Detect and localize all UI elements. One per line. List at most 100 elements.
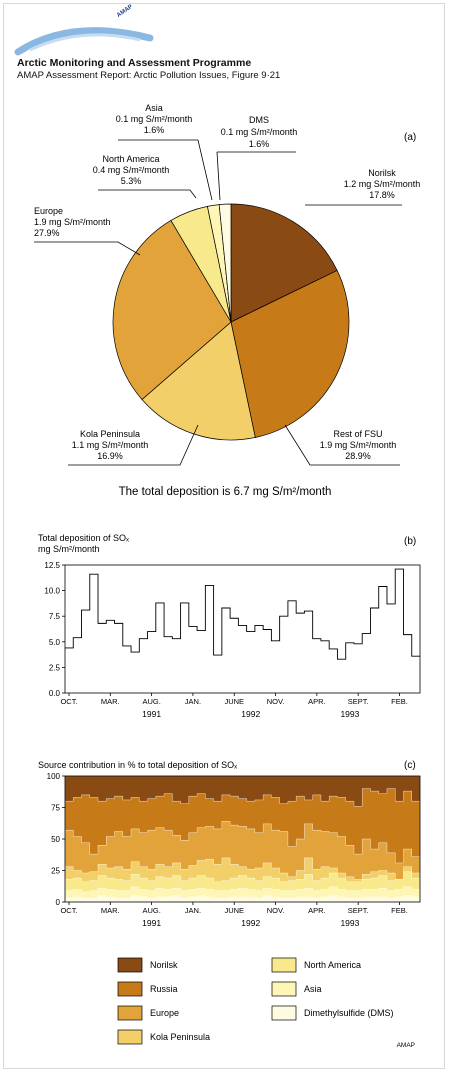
- pie-label-europe-percent: 27.9%: [34, 228, 60, 238]
- pie-slice-dms: [218, 203, 232, 323]
- pie-label-norilsk-name: Norilsk: [368, 168, 396, 178]
- leader-fsu: [284, 424, 400, 466]
- legend-swatch: [271, 1005, 297, 1021]
- amap-logo-arc: [14, 27, 154, 56]
- pie-label-kola-name: Kola Peninsula: [80, 429, 140, 439]
- x-tick-label: NOV.: [267, 906, 285, 915]
- x-tick-label: JUNE: [224, 697, 244, 706]
- year-label: 1992: [241, 709, 260, 719]
- pie-label-asia-value: 0.1 mg S/m²/month: [116, 114, 193, 124]
- pie-label-norilsk-value: 1.2 mg S/m²/month: [344, 179, 421, 189]
- pie-label-dms-percent: 1.6%: [249, 139, 270, 149]
- line-chart-title: Total deposition of SOₓ: [38, 533, 129, 543]
- y-tick-label: 100: [47, 772, 61, 781]
- area-chart-title: Source contribution in % to total deposi…: [38, 760, 237, 770]
- leader-kola: [68, 424, 199, 466]
- y-tick-label: 50: [51, 835, 60, 844]
- area-series-dms: [64, 895, 421, 903]
- panel-label-c: (c): [404, 760, 416, 771]
- year-label: 1993: [340, 918, 359, 928]
- pie-label-europe-value: 1.9 mg S/m²/month: [34, 217, 111, 227]
- legend-swatch: [117, 1005, 143, 1021]
- x-tick-label: SEPT.: [348, 906, 369, 915]
- pie-label-namerica-value: 0.4 mg S/m²/month: [93, 165, 170, 175]
- x-tick-label: FEB.: [391, 906, 408, 915]
- leader-europe: [34, 241, 141, 256]
- pie-label-kola-value: 1.1 mg S/m²/month: [72, 440, 149, 450]
- legend-label: Norilsk: [150, 960, 178, 970]
- line-chart-ylabel: mg S/m²/month: [38, 544, 100, 554]
- pie-label-fsu-name: Rest of FSU: [333, 429, 382, 439]
- y-tick-label: 25: [51, 867, 60, 876]
- y-tick-label: 7.5: [49, 612, 61, 621]
- pie-leader-lines: [34, 139, 402, 466]
- pie-label-namerica-name: North America: [102, 154, 159, 164]
- pie-label-asia-percent: 1.6%: [144, 125, 165, 135]
- leader-namerica: [98, 189, 197, 199]
- year-label: 1993: [340, 709, 359, 719]
- year-label: 1991: [142, 918, 161, 928]
- y-tick-label: 10.0: [44, 587, 60, 596]
- x-tick-label: SEPT.: [348, 697, 369, 706]
- legend-label: Kola Peninsula: [150, 1032, 210, 1042]
- area-series: [64, 775, 421, 903]
- y-tick-label: 12.5: [44, 561, 60, 570]
- x-tick-label: OCT.: [60, 697, 77, 706]
- pie-label-kola-percent: 16.9%: [97, 451, 123, 461]
- total-deposition-line: [65, 568, 420, 660]
- y-tick-label: 75: [51, 804, 60, 813]
- pie-slice-kola-peninsula: [141, 321, 256, 441]
- page-title: Arctic Monitoring and Assessment Program…: [17, 57, 252, 69]
- x-tick-label: MAR.: [101, 906, 120, 915]
- leader-asia: [118, 139, 213, 201]
- line-series: [65, 568, 420, 660]
- legend-swatch: [117, 1029, 143, 1045]
- legend-swatch: [117, 957, 143, 973]
- pie-slices: [112, 203, 350, 441]
- line-x-axis: OCT. MAR. AUG. JAN. JUNE NOV. APR. SEPT. FEB. 199…: [60, 693, 408, 719]
- pie-caption: The total deposition is 6.7 mg S/m²/mont…: [119, 486, 332, 498]
- pie-label-asia-name: Asia: [145, 103, 163, 113]
- x-tick-label: AUG.: [142, 906, 160, 915]
- y-tick-label: 2.5: [49, 663, 61, 672]
- legend: Norilsk North America Russia Asia Europe Dime…: [117, 957, 394, 1045]
- figure-frame: [3, 3, 445, 1069]
- pie-slice-europe: [112, 219, 232, 400]
- legend-swatch: [117, 981, 143, 997]
- legend-label: Asia: [304, 984, 322, 994]
- pie-slice-norilsk: [230, 203, 338, 323]
- x-tick-label: JAN.: [185, 906, 201, 915]
- y-tick-label: 0.0: [49, 689, 61, 698]
- legend-label: Russia: [150, 984, 178, 994]
- line-chart-frame: [64, 564, 421, 694]
- area-y-axis: 0 25 50 75 100: [47, 772, 65, 907]
- pie-label-europe-name: Europe: [34, 206, 63, 216]
- legend-label: North America: [304, 960, 361, 970]
- line-y-axis: 0.0 2.5 5.0 7.5 10.0 12.5: [44, 561, 65, 698]
- legend-label: Europe: [150, 1008, 179, 1018]
- year-label: 1992: [241, 918, 260, 928]
- area-panel: Source contribution in % to total deposi…: [38, 760, 421, 928]
- x-tick-label: NOV.: [267, 697, 285, 706]
- pie-label-norilsk-percent: 17.8%: [369, 190, 395, 200]
- leader-dms: [216, 151, 296, 201]
- x-tick-label: MAR.: [101, 697, 120, 706]
- page-subtitle: AMAP Assessment Report: Arctic Pollution…: [17, 70, 281, 81]
- line-panel: Total deposition of SOₓ mg S/m²/month (b…: [38, 533, 421, 719]
- pie-label-fsu-value: 1.9 mg S/m²/month: [320, 440, 397, 450]
- pie-panel: (a) Norilsk 1.2 mg S/m²/month 17.8% Rest…: [34, 103, 420, 498]
- x-tick-label: OCT.: [60, 906, 77, 915]
- logo-arc-icon: [14, 27, 154, 56]
- pie-label-namerica-percent: 5.3%: [121, 176, 142, 186]
- pie-label-dms-name: DMS: [249, 115, 269, 125]
- x-tick-label: AUG.: [142, 697, 160, 706]
- y-tick-label: 0: [56, 898, 61, 907]
- x-tick-label: JAN.: [185, 697, 201, 706]
- x-tick-label: JUNE: [224, 906, 244, 915]
- area-x-axis: OCT. MAR. AUG. JAN. JUNE NOV. APR. SEPT. FEB. 199…: [60, 902, 408, 928]
- year-label: 1991: [142, 709, 161, 719]
- panel-label-a: (a): [404, 132, 416, 143]
- panel-label-b: (b): [404, 536, 416, 547]
- x-tick-label: APR.: [308, 906, 326, 915]
